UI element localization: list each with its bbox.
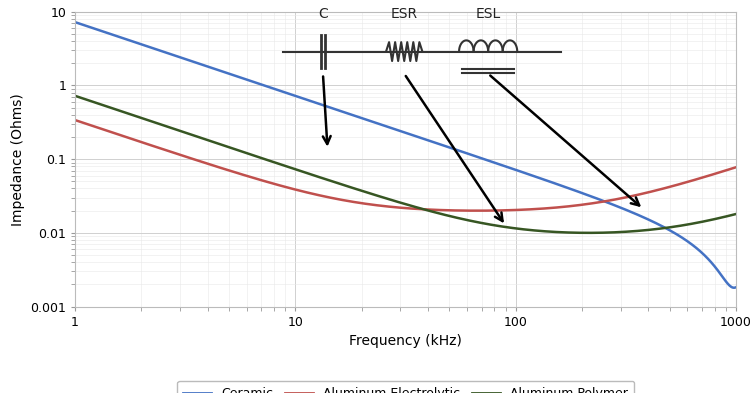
Legend: Ceramic, Aluminum Electrolytic, Aluminum Polymer: Ceramic, Aluminum Electrolytic, Aluminum… — [177, 381, 634, 393]
X-axis label: Frequency (kHz): Frequency (kHz) — [349, 334, 462, 348]
Text: C: C — [318, 7, 327, 21]
Text: ESR: ESR — [391, 7, 418, 21]
Y-axis label: Impedance (Ohms): Impedance (Ohms) — [11, 93, 25, 226]
Text: ESL: ESL — [475, 7, 501, 21]
